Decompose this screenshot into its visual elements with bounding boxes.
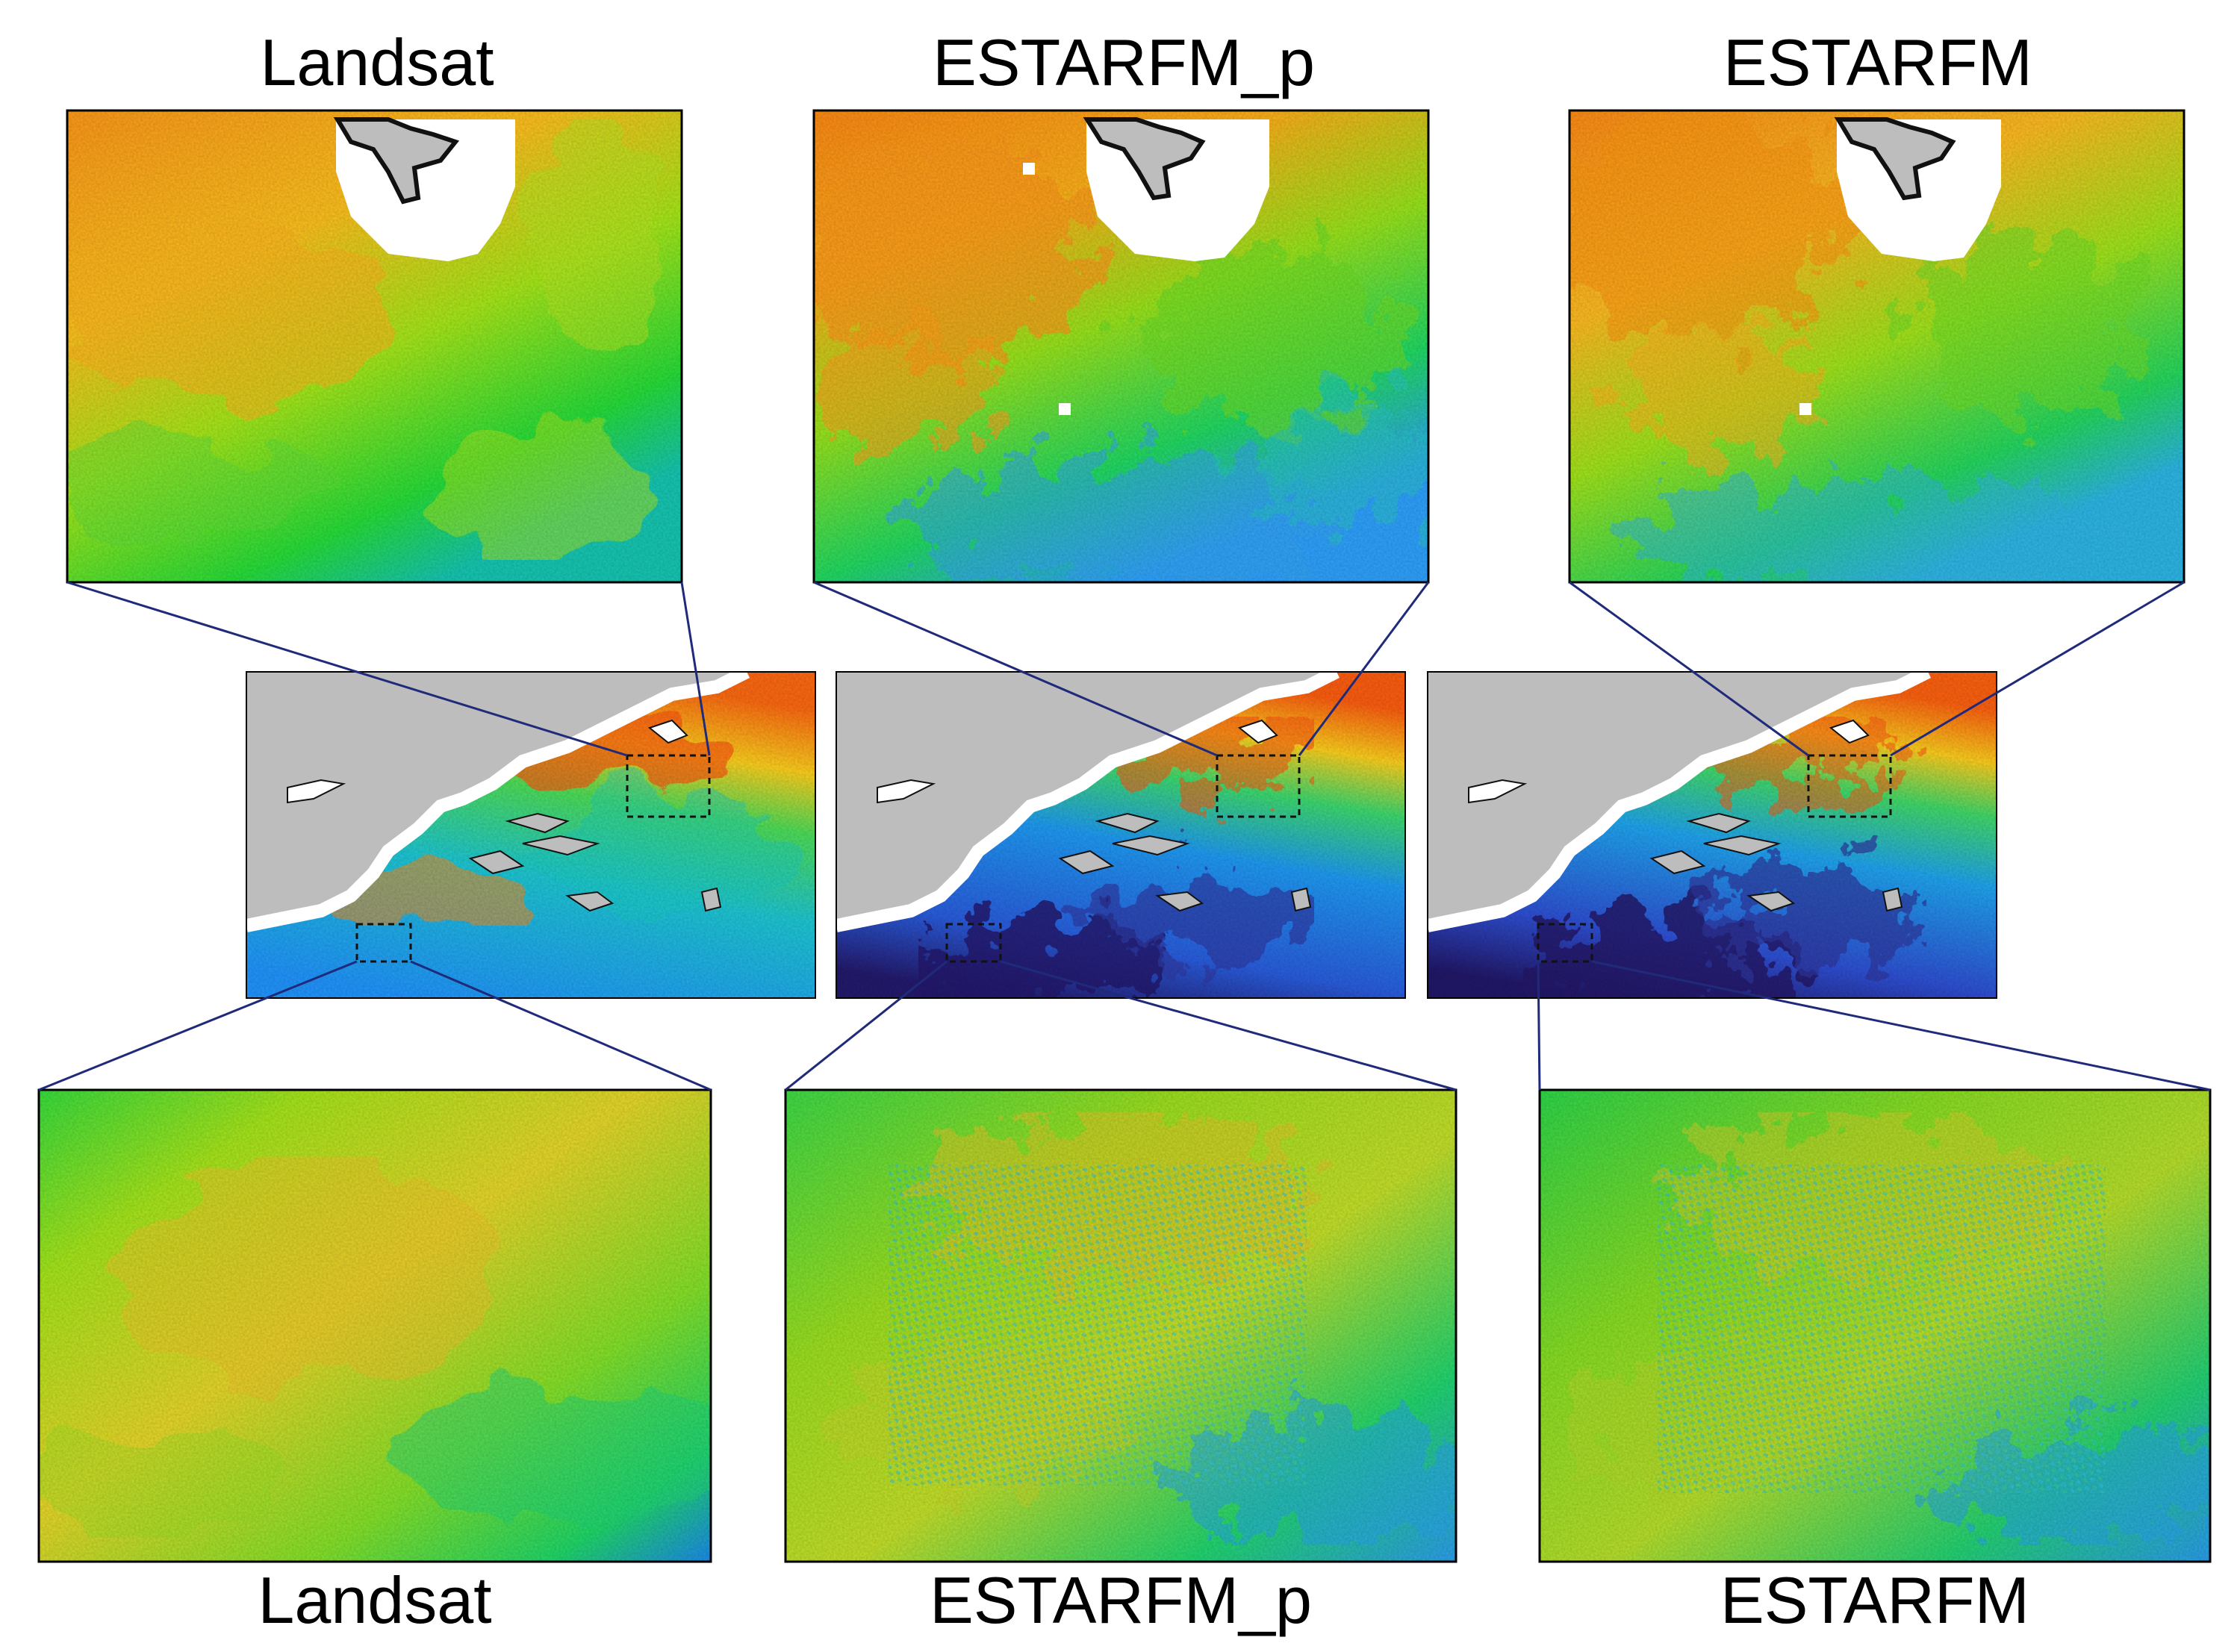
bottom-zoom-estarfm bbox=[1540, 1090, 2210, 1562]
label-bottom-estarfm-p: ESTARFM_p bbox=[930, 1563, 1312, 1637]
top-zoom-estarfm bbox=[1569, 110, 2184, 582]
top-zoom-landsat bbox=[67, 110, 682, 582]
label-bottom-landsat: Landsat bbox=[258, 1563, 492, 1637]
overview-map-landsat bbox=[246, 672, 815, 998]
overview-map-estarfm bbox=[1428, 672, 1997, 998]
bottom-zoom-landsat bbox=[39, 1090, 711, 1562]
top-zoom-estarfm-p bbox=[814, 110, 1428, 582]
bottom-zoom-estarfm-p bbox=[785, 1090, 1456, 1562]
label-top-estarfm: ESTARFM bbox=[1723, 25, 2032, 99]
overview-map-estarfm-p bbox=[836, 672, 1405, 998]
connector-lines bbox=[38, 581, 2211, 1091]
label-top-landsat: Landsat bbox=[260, 25, 494, 99]
label-top-estarfm-p: ESTARFM_p bbox=[933, 25, 1315, 99]
island-shape bbox=[333, 117, 460, 205]
label-bottom-estarfm: ESTARFM bbox=[1720, 1563, 2029, 1637]
